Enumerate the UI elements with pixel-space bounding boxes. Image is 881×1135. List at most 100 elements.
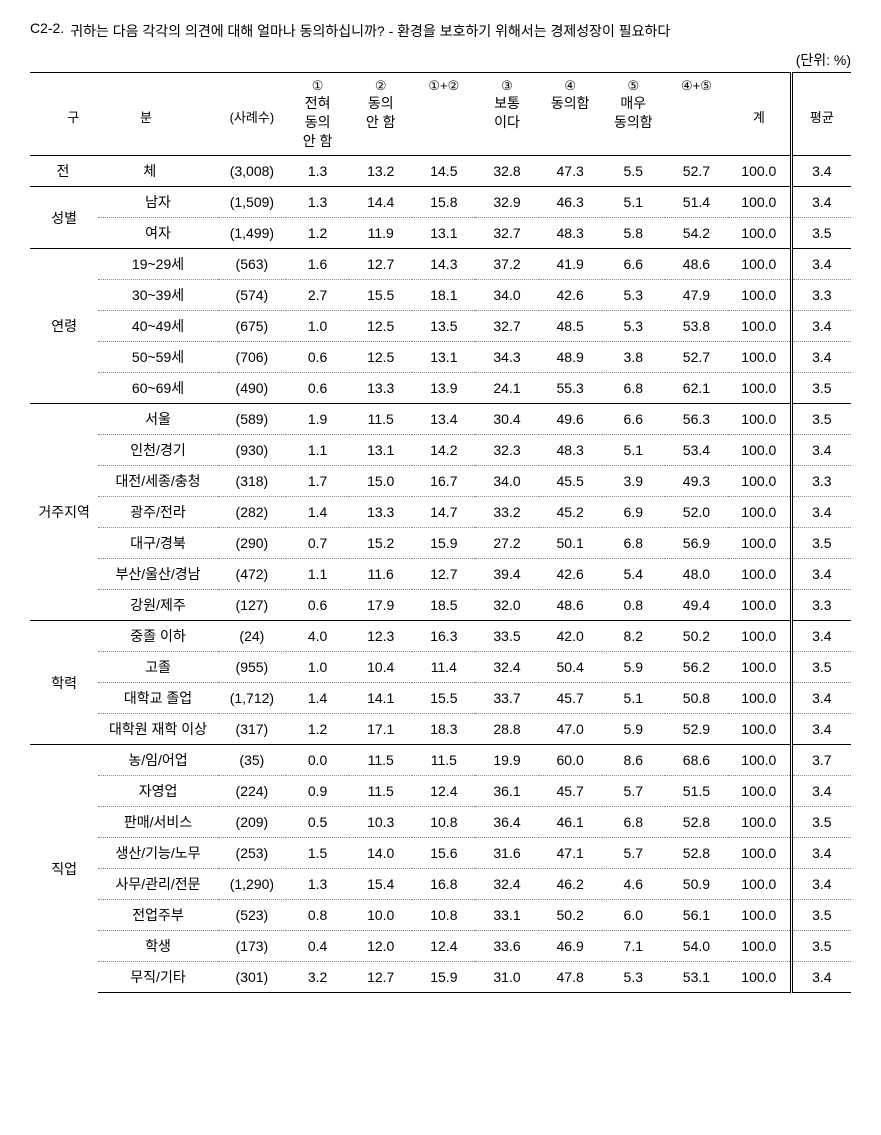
value-cell: 12.3 xyxy=(349,621,412,652)
value-cell: 14.7 xyxy=(412,497,475,528)
group-label: 전 체 xyxy=(30,156,218,187)
value-cell: 18.1 xyxy=(412,280,475,311)
value-cell: 10.0 xyxy=(349,900,412,931)
hdr-c2: 동의안 함 xyxy=(349,94,412,156)
value-cell: 6.9 xyxy=(602,497,665,528)
sub-label: 대구/경북 xyxy=(98,528,217,559)
value-cell: 15.8 xyxy=(412,187,475,218)
value-cell: 50.1 xyxy=(539,528,602,559)
value-cell: 45.2 xyxy=(539,497,602,528)
value-cell: 2.7 xyxy=(286,280,349,311)
value-cell: 11.5 xyxy=(412,745,475,776)
avg-cell: 3.5 xyxy=(791,218,851,249)
value-cell: 47.0 xyxy=(539,714,602,745)
value-cell: 27.2 xyxy=(475,528,538,559)
avg-cell: 3.4 xyxy=(791,249,851,280)
value-cell: 33.6 xyxy=(475,931,538,962)
value-cell: 0.6 xyxy=(286,590,349,621)
value-cell: 1.0 xyxy=(286,311,349,342)
table-row: 30~39세(574)2.715.518.134.042.65.347.9100… xyxy=(30,280,851,311)
value-cell: 5.5 xyxy=(602,156,665,187)
value-cell: 6.6 xyxy=(602,404,665,435)
value-cell: 16.8 xyxy=(412,869,475,900)
value-cell: 6.8 xyxy=(602,373,665,404)
hdr-c1: 전혀동의안 함 xyxy=(286,94,349,156)
group-label: 학력 xyxy=(30,621,98,745)
value-cell: 11.5 xyxy=(349,745,412,776)
hdr-total: 계 xyxy=(728,72,791,156)
cases-cell: (301) xyxy=(218,962,286,993)
value-cell: 100.0 xyxy=(728,621,791,652)
value-cell: 13.1 xyxy=(349,435,412,466)
cases-cell: (24) xyxy=(218,621,286,652)
value-cell: 48.6 xyxy=(665,249,728,280)
value-cell: 5.7 xyxy=(602,838,665,869)
hdr-c5-sup: ⑤ xyxy=(602,72,665,94)
value-cell: 1.4 xyxy=(286,497,349,528)
value-cell: 5.3 xyxy=(602,280,665,311)
sub-label: 인천/경기 xyxy=(98,435,217,466)
cases-cell: (127) xyxy=(218,590,286,621)
value-cell: 28.8 xyxy=(475,714,538,745)
value-cell: 1.1 xyxy=(286,435,349,466)
value-cell: 52.0 xyxy=(665,497,728,528)
value-cell: 48.6 xyxy=(539,590,602,621)
sub-label: 대학교 졸업 xyxy=(98,683,217,714)
value-cell: 49.6 xyxy=(539,404,602,435)
sub-label: 광주/전라 xyxy=(98,497,217,528)
value-cell: 13.9 xyxy=(412,373,475,404)
group-label: 성별 xyxy=(30,187,98,249)
value-cell: 100.0 xyxy=(728,466,791,497)
group-label: 연령 xyxy=(30,249,98,404)
value-cell: 1.6 xyxy=(286,249,349,280)
hdr-avg: 평균 xyxy=(791,72,851,156)
value-cell: 34.0 xyxy=(475,466,538,497)
value-cell: 46.1 xyxy=(539,807,602,838)
value-cell: 6.8 xyxy=(602,807,665,838)
cases-cell: (574) xyxy=(218,280,286,311)
value-cell: 1.3 xyxy=(286,869,349,900)
value-cell: 12.4 xyxy=(412,931,475,962)
hdr-c4: 동의함 xyxy=(539,94,602,156)
avg-cell: 3.4 xyxy=(791,776,851,807)
value-cell: 52.7 xyxy=(665,342,728,373)
sub-label: 남자 xyxy=(98,187,217,218)
value-cell: 0.8 xyxy=(602,590,665,621)
value-cell: 12.5 xyxy=(349,311,412,342)
value-cell: 33.7 xyxy=(475,683,538,714)
table-row: 대학교 졸업(1,712)1.414.115.533.745.75.150.81… xyxy=(30,683,851,714)
avg-cell: 3.5 xyxy=(791,807,851,838)
value-cell: 42.6 xyxy=(539,280,602,311)
table-row: 거주지역서울(589)1.911.513.430.449.66.656.3100… xyxy=(30,404,851,435)
sub-label: 고졸 xyxy=(98,652,217,683)
cases-cell: (675) xyxy=(218,311,286,342)
cases-cell: (1,290) xyxy=(218,869,286,900)
value-cell: 100.0 xyxy=(728,280,791,311)
value-cell: 11.4 xyxy=(412,652,475,683)
avg-cell: 3.3 xyxy=(791,466,851,497)
value-cell: 100.0 xyxy=(728,404,791,435)
cases-cell: (589) xyxy=(218,404,286,435)
sub-label: 중졸 이하 xyxy=(98,621,217,652)
table-row: 무직/기타(301)3.212.715.931.047.85.353.1100.… xyxy=(30,962,851,993)
cases-cell: (290) xyxy=(218,528,286,559)
value-cell: 1.3 xyxy=(286,187,349,218)
avg-cell: 3.3 xyxy=(791,280,851,311)
hdr-category: 구 분 xyxy=(67,110,180,125)
value-cell: 51.5 xyxy=(665,776,728,807)
cases-cell: (1,712) xyxy=(218,683,286,714)
cases-cell: (490) xyxy=(218,373,286,404)
value-cell: 13.1 xyxy=(412,342,475,373)
value-cell: 32.4 xyxy=(475,652,538,683)
value-cell: 12.5 xyxy=(349,342,412,373)
value-cell: 1.5 xyxy=(286,838,349,869)
value-cell: 15.2 xyxy=(349,528,412,559)
table-row: 전업주부(523)0.810.010.833.150.26.056.1100.0… xyxy=(30,900,851,931)
value-cell: 46.2 xyxy=(539,869,602,900)
value-cell: 48.0 xyxy=(665,559,728,590)
value-cell: 42.0 xyxy=(539,621,602,652)
avg-cell: 3.4 xyxy=(791,342,851,373)
avg-cell: 3.5 xyxy=(791,373,851,404)
value-cell: 10.3 xyxy=(349,807,412,838)
value-cell: 0.0 xyxy=(286,745,349,776)
